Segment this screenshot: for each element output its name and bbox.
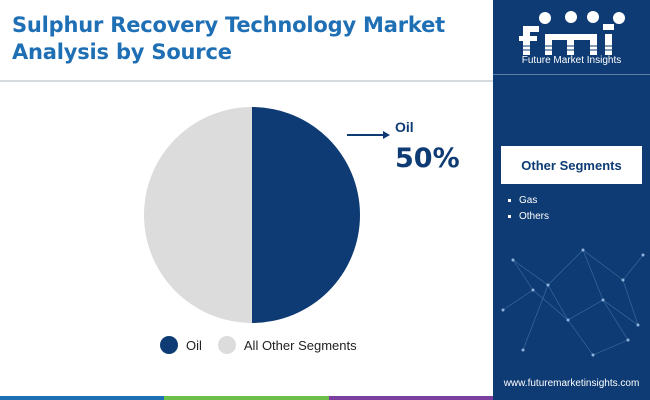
- website-url: www.futuremarketinsights.com: [503, 378, 640, 389]
- chart-title: Sulphur Recovery Technology Market Analy…: [12, 13, 445, 64]
- segment-item-gas: Gas: [508, 193, 549, 209]
- header-divider: [0, 80, 493, 82]
- right-panel: Future Market Insights Other Segments Ga…: [493, 0, 650, 400]
- bottom-bar-segment-purple: [328, 396, 493, 400]
- bottom-bar-segment-green: [164, 396, 329, 400]
- segment-item-others: Others: [508, 209, 549, 225]
- other-segments-list: Gas Others: [508, 193, 549, 225]
- fmi-logo-icon: [519, 11, 625, 55]
- legend: Oil All Other Segments: [160, 335, 373, 355]
- bullet-icon: [508, 198, 511, 202]
- legend-label-other: All Other Segments: [243, 337, 357, 353]
- callout-arrow: [347, 131, 390, 139]
- pie-slice-oil: [252, 107, 360, 323]
- network-graphic-icon: [501, 248, 645, 357]
- legend-item-other: All Other Segments: [217, 336, 357, 354]
- bullet-icon: [508, 214, 511, 218]
- logo-divider: [493, 74, 650, 75]
- bottom-bar-segment-blue: [0, 396, 165, 400]
- callout-value: 50%: [395, 143, 460, 174]
- segment-label: Others: [519, 211, 550, 222]
- legend-swatch-oil: [160, 336, 178, 354]
- pie-slices: [144, 107, 360, 323]
- legend-label-oil: Oil: [186, 337, 202, 353]
- other-segments-header: Other Segments: [501, 146, 642, 184]
- segment-label: Gas: [519, 195, 538, 206]
- other-segments-title: Other Segments: [521, 157, 622, 173]
- bottom-color-bar: [0, 396, 493, 400]
- pie-slice-all-other-segments: [144, 107, 252, 323]
- logo-wordmark: Future Market Insights: [521, 55, 622, 66]
- callout-label: Oil: [395, 119, 414, 135]
- pie-chart: [144, 107, 390, 323]
- legend-item-oil: Oil: [160, 336, 202, 354]
- legend-swatch-other: [217, 336, 236, 354]
